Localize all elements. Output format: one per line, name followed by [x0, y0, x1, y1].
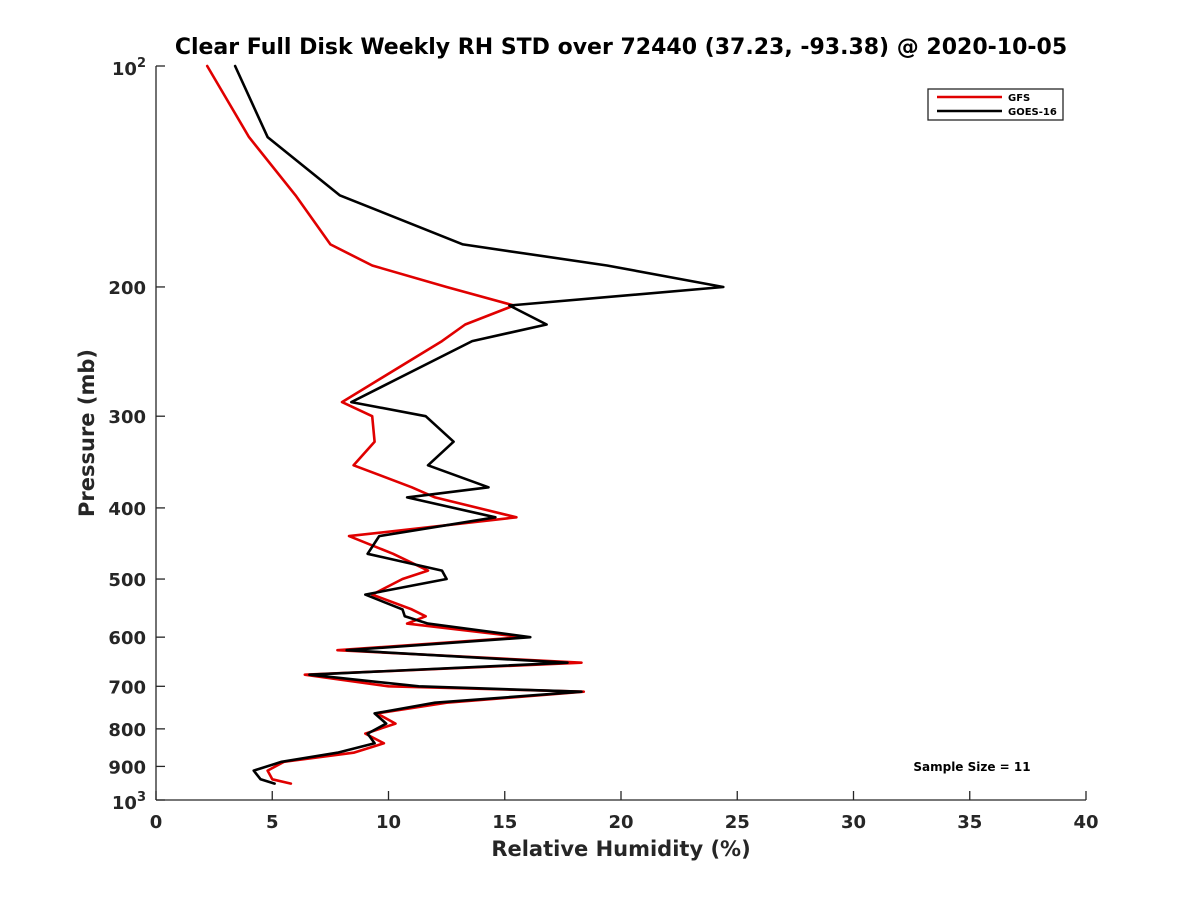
y-tick-label: 103: [112, 790, 146, 814]
y-tick-label-exponent: 3: [137, 790, 146, 805]
chart-title: Clear Full Disk Weekly RH STD over 72440…: [175, 35, 1067, 60]
series-line-goes-16: [233, 64, 725, 785]
x-tick-label: 30: [841, 812, 866, 833]
y-tick-label: 300: [108, 407, 146, 428]
x-tick-label: 40: [1073, 812, 1098, 833]
y-tick-label-base: 10: [112, 793, 137, 814]
y-tick-label-exponent: 2: [137, 56, 146, 71]
legend: GFS GOES-16: [927, 88, 1064, 121]
series-line-gfs: [205, 64, 586, 785]
y-tick-label: 200: [108, 278, 146, 299]
x-tick-label: 10: [376, 812, 401, 833]
plot-area: 0 5 10 15 20 25 30 35 40 10220030040050060070080…: [108, 56, 1098, 833]
x-tick-label: 20: [608, 812, 633, 833]
y-tick-label: 600: [108, 628, 146, 649]
x-axis-ticks: 0 5 10 15 20 25 30 35 40: [150, 791, 1099, 833]
y-tick-label: 800: [108, 720, 146, 741]
x-tick-label: 25: [725, 812, 750, 833]
x-tick-label: 15: [492, 812, 517, 833]
y-tick-label: 900: [108, 757, 146, 778]
legend-items: GFS GOES-16: [937, 93, 1057, 118]
y-tick-label: 700: [108, 677, 146, 698]
y-axis-label: Pressure (mb): [75, 349, 99, 517]
y-tick-label: 102: [112, 56, 146, 80]
y-tick-label: 500: [108, 570, 146, 591]
series-layer: [205, 64, 725, 785]
plot-background: [156, 66, 1086, 800]
x-tick-label: 0: [150, 812, 163, 833]
x-tick-label: 35: [957, 812, 982, 833]
y-tick-label: 400: [108, 499, 146, 520]
x-axis-label: Relative Humidity (%): [491, 837, 750, 861]
sample-size-annotation: Sample Size = 11: [913, 760, 1030, 774]
y-tick-label-base: 10: [112, 59, 137, 80]
legend-box: [927, 88, 1064, 121]
legend-label: GFS: [1008, 93, 1030, 104]
legend-label: GOES-16: [1008, 107, 1057, 118]
x-tick-label: 5: [266, 812, 279, 833]
